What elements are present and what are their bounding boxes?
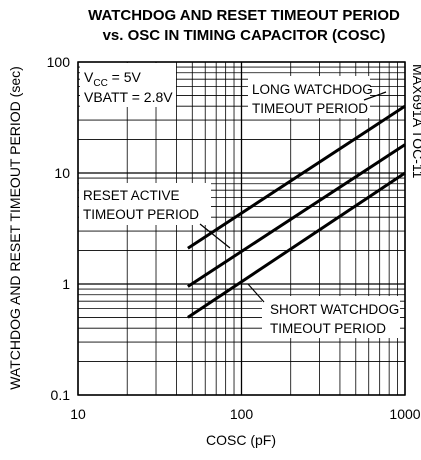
y-axis-label: WATCHDOG AND RESET TIMEOUT PERIOD (sec) xyxy=(7,66,23,390)
arrow xyxy=(363,91,387,101)
lines xyxy=(187,104,406,319)
chart-title: WATCHDOG AND RESET TIMEOUT PERIOD xyxy=(88,7,400,24)
series-line xyxy=(187,171,406,319)
x-axis-label: COSC (pF) xyxy=(206,432,276,448)
y-tick-label: 0.1 xyxy=(51,387,71,403)
x-tick-label: 1000 xyxy=(389,406,420,422)
plot-frame xyxy=(77,61,406,396)
arrow xyxy=(199,223,231,249)
condition-box xyxy=(80,63,176,107)
annotation: RESET ACTIVE xyxy=(83,188,180,203)
annotation-box xyxy=(262,296,400,338)
chart-title: vs. OSC IN TIMING CAPACITOR (COSC) xyxy=(103,27,386,44)
side-note: MAX691A TOC-11 xyxy=(410,64,421,179)
series-line xyxy=(187,104,406,250)
arrow xyxy=(247,283,265,303)
y-tick-label: 1 xyxy=(62,276,70,292)
x-tick-label: 10 xyxy=(70,406,86,422)
series-line xyxy=(187,143,406,288)
x-tick-label: 100 xyxy=(230,406,254,422)
annotation-box xyxy=(79,183,211,225)
y-tick-label: 10 xyxy=(54,165,70,181)
annotation: SHORT WATCHDOG xyxy=(270,302,399,317)
condition: VBATT = 2.8V xyxy=(84,89,173,105)
annotation: TIMEOUT PERIOD xyxy=(270,321,386,336)
condition: VCC = 5V xyxy=(84,69,142,89)
y-tick-label: 100 xyxy=(47,54,71,70)
annotation-box xyxy=(248,76,370,118)
annotation: TIMEOUT PERIOD xyxy=(83,207,199,222)
annotation: LONG WATCHDOG xyxy=(252,82,373,97)
annotation: TIMEOUT PERIOD xyxy=(252,101,368,116)
annotations: VCC = 5V VBATT = 2.8V LONG WATCHDOG TIME… xyxy=(79,63,400,338)
